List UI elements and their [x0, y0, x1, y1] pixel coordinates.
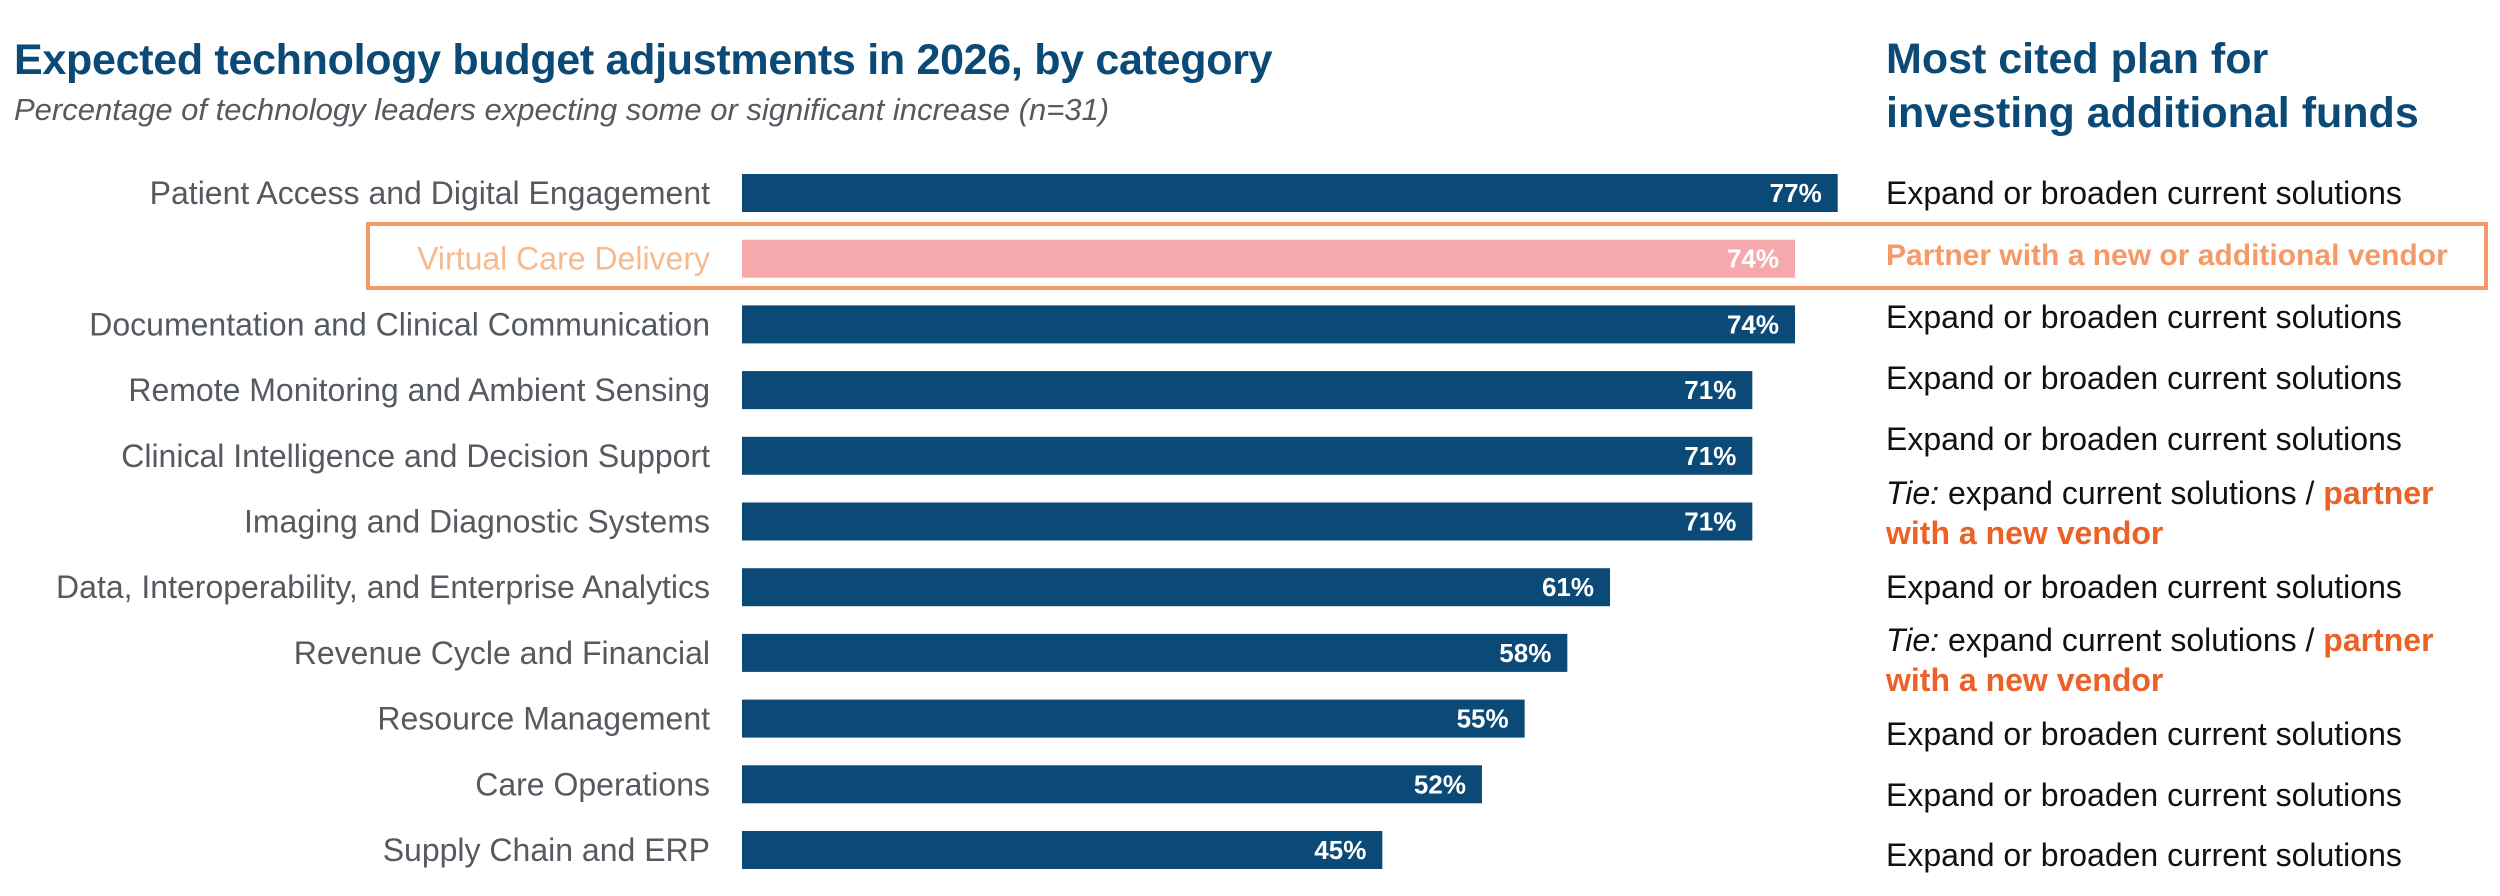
plan-accent-text: with a new vendor — [1886, 515, 2164, 551]
bar — [742, 831, 1383, 869]
plan-tie-label: Tie: — [1886, 475, 1940, 511]
plan-row: Expand or broaden current solutions — [1886, 835, 2402, 875]
plans-title-line1: Most cited plan for — [1886, 35, 2269, 83]
plan-tie-label: Tie: — [1886, 622, 1940, 658]
plan-row: Expand or broaden current solutions — [1886, 714, 2402, 754]
category-label: Patient Access and Digital Engagement — [150, 175, 710, 211]
bar — [742, 633, 1568, 672]
chart-title: Expected technology budget adjustments i… — [14, 36, 1273, 84]
plan-text: Partner with a new or additional vendor — [1886, 239, 2448, 272]
plan-accent-text: partner — [2323, 622, 2434, 658]
plan-text: Expand or broaden current solutions — [1886, 837, 2402, 873]
bar — [742, 305, 1796, 344]
category-label: Revenue Cycle and Financial — [294, 635, 710, 671]
data-label: 74% — [1727, 244, 1779, 274]
plan-text: Expand or broaden current solutions — [1886, 175, 2402, 211]
plan-row: Expand or broaden current solutions — [1886, 567, 2402, 607]
data-label: 74% — [1727, 309, 1779, 339]
plans-title-line2: investing additional funds — [1886, 89, 2419, 137]
plan-row: Expand or broaden current solutions — [1886, 775, 2402, 815]
plan-text: Expand or broaden current solutions — [1886, 716, 2402, 752]
plan-row-tie: Tie: expand current solutions / partner … — [1886, 473, 2434, 553]
plan-row: Expand or broaden current solutions — [1886, 297, 2402, 337]
category-label: Clinical Intelligence and Decision Suppo… — [121, 438, 710, 474]
plans-title: Most cited plan for investing additional… — [1886, 32, 2419, 140]
data-label: 55% — [1457, 704, 1509, 734]
bar — [742, 765, 1482, 804]
plan-row-highlight: Partner with a new or additional vendor — [1886, 236, 2448, 276]
bar-chart: Patient Access and Digital Engagement 77%… — [56, 174, 1838, 869]
data-label: 77% — [1770, 178, 1822, 208]
category-label: Supply Chain and ERP — [383, 832, 710, 868]
data-label: 52% — [1414, 769, 1466, 799]
plan-text: Expand or broaden current solutions — [1886, 299, 2402, 335]
bar — [742, 239, 1796, 278]
plan-row: Expand or broaden current solutions — [1886, 419, 2402, 459]
category-label: Virtual Care Delivery — [417, 241, 710, 277]
plan-row: Expand or broaden current solutions — [1886, 358, 2402, 398]
data-label: 71% — [1684, 441, 1736, 471]
data-label: 61% — [1542, 572, 1594, 602]
data-label: 58% — [1499, 638, 1551, 668]
chart-subtitle: Percentage of technology leaders expecti… — [14, 92, 1110, 127]
bar — [742, 502, 1753, 541]
data-label: 71% — [1684, 507, 1736, 537]
category-label: Data, Interoperability, and Enterprise A… — [56, 569, 710, 605]
data-label: 45% — [1314, 835, 1366, 865]
bar — [742, 568, 1611, 607]
bar — [742, 436, 1753, 475]
category-label: Remote Monitoring and Ambient Sensing — [128, 372, 710, 408]
highlight-box — [366, 222, 2488, 290]
plan-text: expand current solutions / — [1939, 475, 2324, 511]
bar — [742, 174, 1838, 212]
plan-text: expand current solutions / — [1939, 622, 2324, 658]
bar — [742, 699, 1525, 738]
plan-text: Expand or broaden current solutions — [1886, 569, 2402, 605]
category-label: Resource Management — [377, 701, 710, 737]
plan-row: Expand or broaden current solutions — [1886, 173, 2402, 213]
category-label: Documentation and Clinical Communication — [89, 306, 710, 342]
plan-text: Expand or broaden current solutions — [1886, 421, 2402, 457]
plan-accent-text: partner — [2323, 475, 2434, 511]
data-label: 71% — [1684, 375, 1736, 405]
category-label: Imaging and Diagnostic Systems — [244, 504, 710, 540]
plan-row-tie: Tie: expand current solutions / partner … — [1886, 620, 2434, 700]
plan-accent-text: with a new vendor — [1886, 662, 2164, 698]
bar — [742, 371, 1753, 410]
plan-text: Expand or broaden current solutions — [1886, 360, 2402, 396]
category-label: Care Operations — [475, 766, 710, 802]
plan-text: Expand or broaden current solutions — [1886, 777, 2402, 813]
